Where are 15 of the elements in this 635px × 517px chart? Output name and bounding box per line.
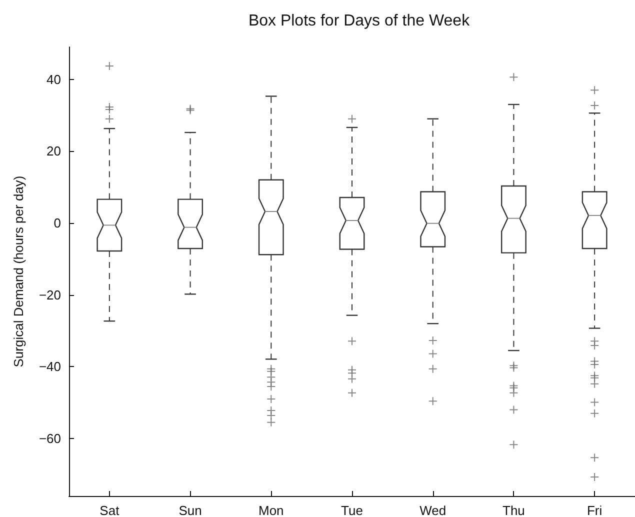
y-tick-label: −40 bbox=[38, 359, 61, 374]
x-tick-label: Wed bbox=[420, 503, 446, 517]
y-tick-label: 40 bbox=[46, 72, 61, 87]
x-tick-label: Tue bbox=[341, 503, 363, 517]
x-tick-label: Sun bbox=[178, 503, 202, 517]
y-tick-label: −60 bbox=[38, 431, 61, 446]
x-tick-label: Mon bbox=[258, 503, 284, 517]
y-tick-label: 0 bbox=[54, 216, 61, 231]
x-tick-label: Thu bbox=[502, 503, 525, 517]
y-axis-title: Surgical Demand (hours per day) bbox=[11, 176, 26, 368]
x-tick-label: Fri bbox=[586, 503, 602, 517]
chart-title: Box Plots for Days of the Week bbox=[248, 12, 471, 30]
y-tick-label: −20 bbox=[38, 287, 61, 302]
x-tick-label: Sat bbox=[100, 503, 120, 517]
y-tick-label: 20 bbox=[46, 144, 61, 159]
